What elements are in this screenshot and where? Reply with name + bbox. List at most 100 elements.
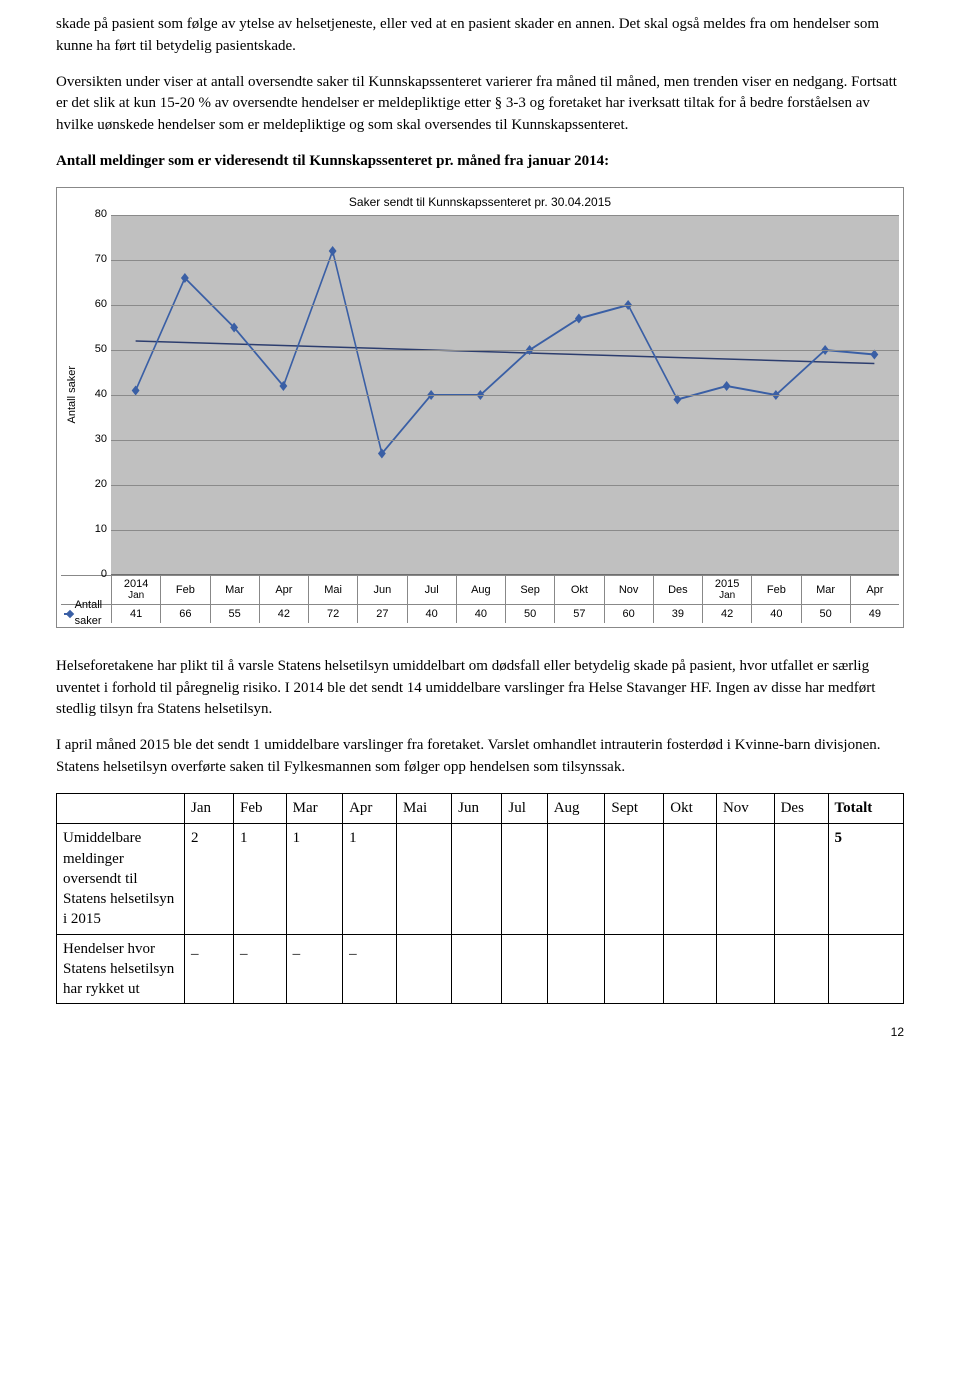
category-cell: Feb [160,576,209,604]
table-cell: 1 [286,824,342,934]
y-tick-label: 10 [95,522,107,538]
table-row: Umiddelbare meldinger oversendt til Stat… [57,824,904,934]
value-cell: 42 [259,605,308,623]
chart-category-row: 2014JanFebMarAprMaiJunJulAugSepOktNovDes… [61,575,899,604]
table-cell [774,934,828,1004]
table-header-cell: Des [774,793,828,824]
table-header-cell: Mar [286,793,342,824]
table-header-cell: Jun [452,793,502,824]
table-cell [716,824,774,934]
table-header-cell: Sept [605,793,664,824]
table-cell: _ [286,934,342,1004]
y-tick-label: 70 [95,252,107,268]
value-cell: 50 [505,605,554,623]
category-cell: Feb [751,576,800,604]
category-cell: Jul [407,576,456,604]
table-cell [605,824,664,934]
table-cell [547,934,605,1004]
table-header-cell: Jan [185,793,234,824]
table-cell: 2 [185,824,234,934]
chart-series-legend: Antall saker [61,605,111,623]
value-cell: 50 [801,605,850,623]
table-header-total: Totalt [828,793,903,824]
category-cell: Apr [850,576,899,604]
category-cell: 2015Jan [702,576,751,604]
table-header-cell: Mai [397,793,452,824]
y-tick-label: 30 [95,432,107,448]
table-row-label: Umiddelbare meldinger oversendt til Stat… [57,824,185,934]
table-row-label: Hendelser hvor Statens helsetilsyn har r… [57,934,185,1004]
category-cell: Mar [801,576,850,604]
table-cell [664,824,717,934]
category-cell: Sep [505,576,554,604]
chart-y-ticks: 01020304050607080 [85,215,111,575]
table-cell: _ [185,934,234,1004]
value-cell: 60 [604,605,653,623]
table-total-cell [828,934,903,1004]
table-row: Hendelser hvor Statens helsetilsyn har r… [57,934,904,1004]
value-cell: 27 [357,605,406,623]
chart-title: Saker sendt til Kunnskapssenteret pr. 30… [61,194,899,211]
y-tick-label: 60 [95,297,107,313]
paragraph-2: Oversikten under viser at antall oversen… [56,72,904,137]
value-cell: 55 [210,605,259,623]
table-header-row: JanFebMarAprMaiJunJulAugSeptOktNovDesTot… [57,793,904,824]
category-cell: Apr [259,576,308,604]
table-total-cell: 5 [828,824,903,934]
data-table: JanFebMarAprMaiJunJulAugSeptOktNovDesTot… [56,793,904,1005]
value-cell: 49 [850,605,899,623]
chart-container: Saker sendt til Kunnskapssenteret pr. 30… [56,187,904,628]
value-cell: 72 [308,605,357,623]
table-header-cell: Nov [716,793,774,824]
category-cell: Mai [308,576,357,604]
category-cell: Okt [554,576,603,604]
value-cell: 40 [407,605,456,623]
value-cell: 41 [111,605,160,623]
category-cell: Mar [210,576,259,604]
table-cell [716,934,774,1004]
value-cell: 40 [751,605,800,623]
table-body: Umiddelbare meldinger oversendt til Stat… [57,824,904,1004]
table-cell: _ [233,934,286,1004]
y-tick-label: 0 [101,567,107,583]
table-cell [397,934,452,1004]
table-cell [605,934,664,1004]
category-cell: Jun [357,576,406,604]
table-cell: _ [343,934,397,1004]
chart-y-axis-label: Antall saker [65,366,81,423]
chart-heading: Antall meldinger som er videresendt til … [56,151,904,173]
value-cell: 40 [456,605,505,623]
table-header-cell: Feb [233,793,286,824]
table-cell: 1 [233,824,286,934]
value-cell: 66 [160,605,209,623]
chart-plot-area [111,215,899,575]
table-cell [502,824,547,934]
table-header-cell: Aug [547,793,605,824]
table-cell [452,934,502,1004]
table-header-cell: Apr [343,793,397,824]
value-cell: 57 [554,605,603,623]
value-cell: 39 [653,605,702,623]
table-header-cell: Okt [664,793,717,824]
table-cell [502,934,547,1004]
legend-marker-icon [64,613,72,615]
category-cell: Aug [456,576,505,604]
chart-series-label: Antall saker [75,598,111,630]
paragraph-3: Helseforetakene har plikt til å varsle S… [56,656,904,721]
paragraph-4: I april måned 2015 ble det sendt 1 umidd… [56,735,904,779]
table-cell [774,824,828,934]
y-tick-label: 40 [95,387,107,403]
category-cell: 2014Jan [111,576,160,604]
y-tick-label: 80 [95,207,107,223]
table-cell [547,824,605,934]
y-tick-label: 20 [95,477,107,493]
page-number: 12 [56,1024,904,1041]
table-header-cell: Jul [502,793,547,824]
table-cell: 1 [343,824,397,934]
table-cell [397,824,452,934]
value-cell: 42 [702,605,751,623]
y-tick-label: 50 [95,342,107,358]
table-cell [664,934,717,1004]
chart-values-row: Antall saker 416655427227404050576039424… [61,604,899,623]
category-cell: Des [653,576,702,604]
